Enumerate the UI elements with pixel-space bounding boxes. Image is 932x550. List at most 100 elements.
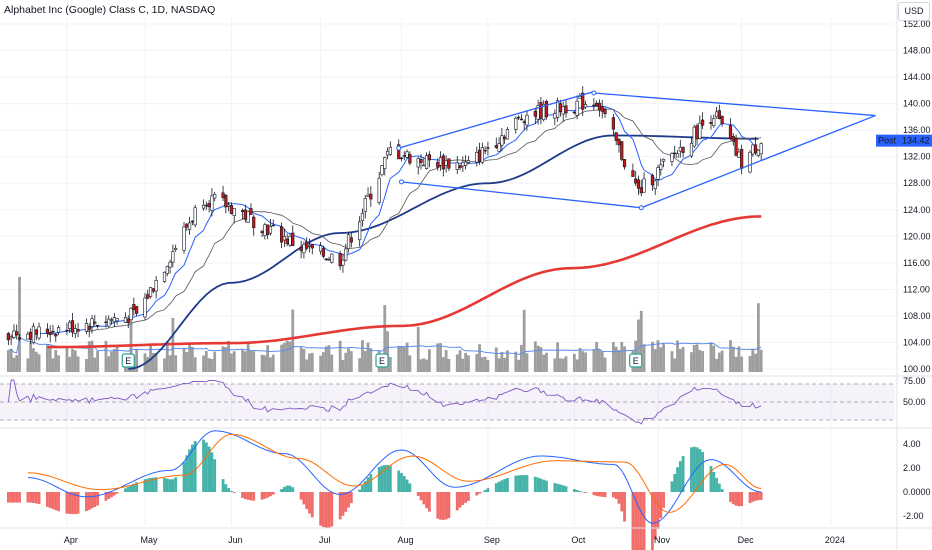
candle[interactable] [187, 222, 192, 230]
candle[interactable] [408, 154, 412, 164]
candle[interactable] [458, 165, 462, 169]
candle[interactable] [227, 204, 231, 207]
candle[interactable] [162, 271, 167, 282]
candle[interactable] [748, 151, 752, 173]
candle[interactable] [338, 252, 342, 267]
candle[interactable] [143, 297, 147, 318]
candle[interactable] [634, 178, 638, 184]
candle[interactable] [399, 157, 404, 160]
candle[interactable] [249, 208, 253, 215]
candle[interactable] [349, 237, 353, 243]
candle[interactable] [268, 226, 273, 234]
candle[interactable] [525, 114, 529, 126]
candle[interactable] [553, 113, 557, 119]
candle[interactable] [497, 143, 501, 152]
candle[interactable] [310, 244, 314, 249]
candle[interactable] [358, 221, 362, 241]
candle[interactable] [572, 111, 576, 114]
candle[interactable] [246, 211, 250, 223]
candle[interactable] [753, 144, 758, 154]
candle[interactable] [330, 253, 334, 263]
candle[interactable] [661, 158, 666, 162]
candle[interactable] [65, 329, 69, 332]
candle[interactable] [611, 117, 615, 130]
candle[interactable] [475, 152, 479, 163]
candle[interactable] [483, 149, 487, 152]
candle[interactable] [266, 224, 270, 235]
candle[interactable] [561, 106, 565, 115]
trendline-anchor[interactable] [398, 179, 404, 185]
candle[interactable] [455, 162, 459, 170]
candle[interactable] [282, 236, 286, 241]
candle[interactable] [9, 336, 13, 339]
candle[interactable] [600, 106, 604, 112]
candle[interactable] [341, 259, 345, 266]
candle[interactable] [712, 118, 716, 126]
candle[interactable] [578, 96, 582, 99]
candle[interactable] [533, 111, 537, 117]
candle[interactable] [480, 147, 484, 163]
candle[interactable] [720, 116, 724, 124]
candle[interactable] [583, 104, 588, 108]
candle[interactable] [642, 178, 646, 193]
candle[interactable] [734, 138, 738, 156]
trendline[interactable] [641, 114, 876, 209]
candle[interactable] [636, 179, 641, 189]
candle[interactable] [45, 328, 49, 334]
candle[interactable] [544, 101, 549, 118]
trendline[interactable] [401, 181, 642, 209]
candle[interactable] [104, 321, 108, 324]
candle[interactable] [299, 246, 303, 251]
candle[interactable] [701, 119, 705, 126]
candle[interactable] [564, 105, 568, 114]
candle[interactable] [87, 325, 91, 331]
candle[interactable] [622, 159, 627, 168]
candle[interactable] [737, 151, 741, 158]
candle[interactable] [614, 132, 618, 141]
candle[interactable] [171, 251, 175, 263]
candle[interactable] [438, 157, 443, 166]
candle[interactable] [243, 209, 247, 220]
candle[interactable] [68, 321, 72, 329]
candle[interactable] [54, 333, 58, 337]
candle[interactable] [15, 331, 19, 336]
candle[interactable] [70, 320, 75, 333]
currency-button[interactable]: USD [898, 2, 930, 21]
candle[interactable] [344, 248, 348, 261]
candle[interactable] [424, 155, 429, 169]
candle[interactable] [650, 175, 655, 186]
candle[interactable] [514, 117, 518, 130]
candle[interactable] [581, 92, 585, 110]
candle[interactable] [135, 306, 139, 314]
candle[interactable] [305, 241, 309, 249]
candle[interactable] [17, 337, 22, 340]
candle[interactable] [592, 104, 596, 107]
candle[interactable] [132, 304, 136, 310]
candle[interactable] [603, 108, 607, 115]
candle[interactable] [151, 288, 155, 292]
trendline[interactable] [398, 91, 595, 149]
candle[interactable] [29, 331, 33, 340]
candle[interactable] [229, 205, 234, 214]
candle[interactable] [673, 152, 677, 155]
candle[interactable] [48, 332, 52, 336]
candle[interactable] [436, 162, 440, 168]
candle[interactable] [369, 193, 373, 200]
candle[interactable] [93, 321, 97, 324]
candle[interactable] [380, 165, 384, 176]
candle[interactable] [240, 210, 245, 212]
trendline[interactable] [593, 92, 876, 117]
trendline-anchor[interactable] [591, 90, 597, 96]
candle[interactable] [427, 154, 431, 161]
candle[interactable] [51, 330, 55, 333]
candle[interactable] [597, 102, 602, 111]
candle[interactable] [346, 234, 351, 249]
candle[interactable] [681, 147, 685, 153]
candle[interactable] [90, 318, 94, 327]
candle[interactable] [6, 333, 10, 341]
candle[interactable] [129, 307, 133, 321]
candle[interactable] [204, 204, 208, 207]
candle[interactable] [285, 238, 289, 245]
candle[interactable] [302, 243, 306, 254]
